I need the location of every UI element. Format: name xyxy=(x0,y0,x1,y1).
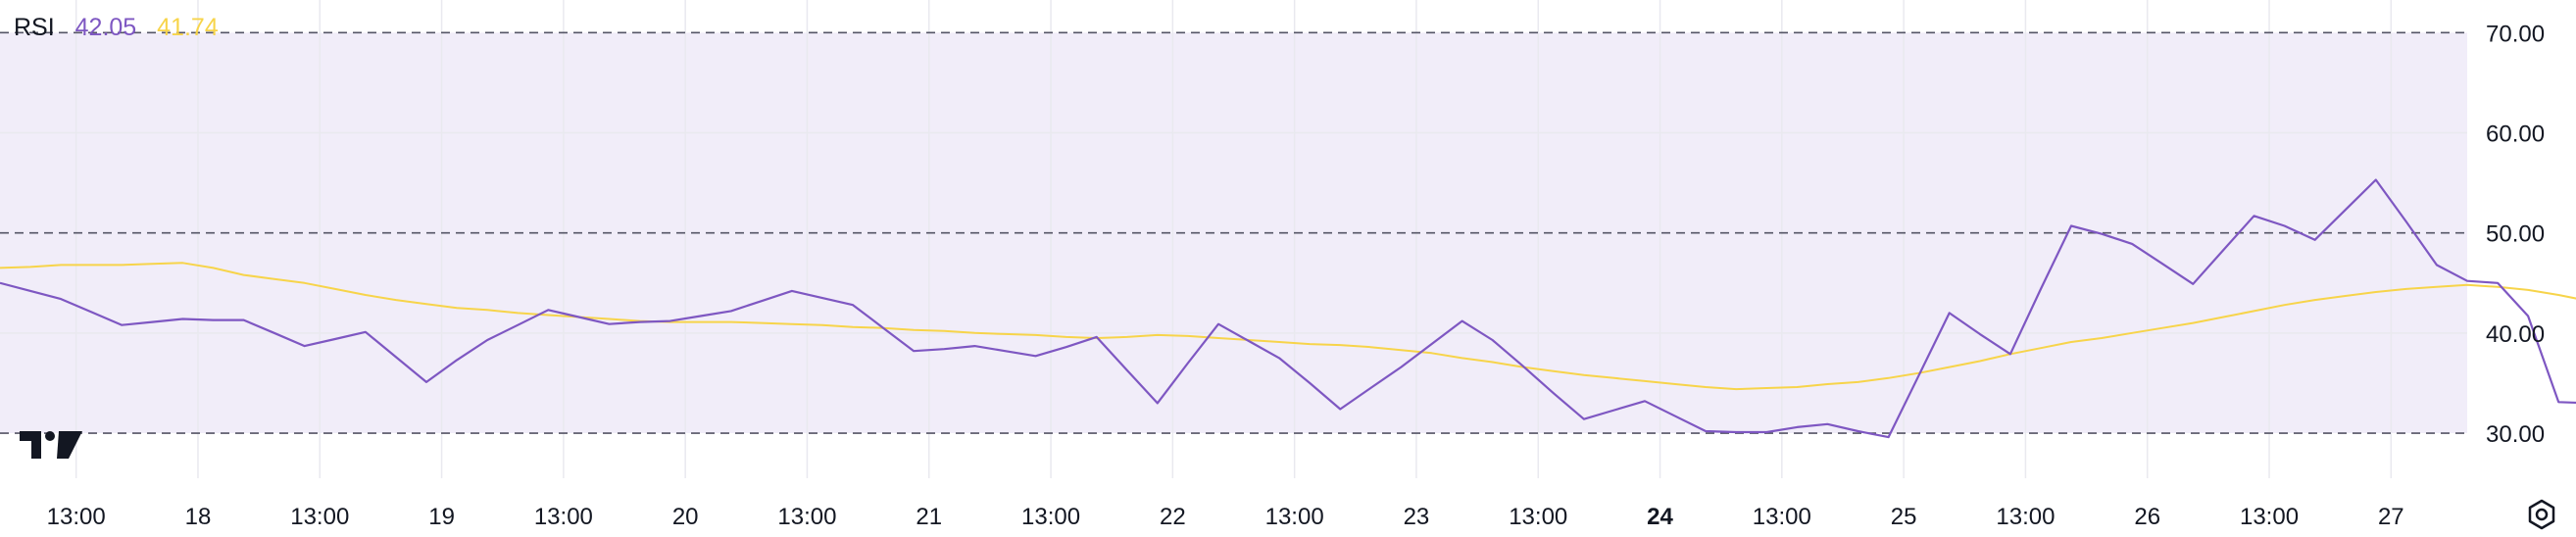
y-tick-label: 40.00 xyxy=(2486,321,2545,348)
y-tick-label: 60.00 xyxy=(2486,122,2545,148)
x-tick-label: 13:00 xyxy=(1021,504,1080,530)
x-tick-label: 13:00 xyxy=(1509,504,1567,530)
y-tick-label: 50.00 xyxy=(2486,221,2545,248)
rsi-series-line[interactable] xyxy=(0,178,2576,439)
rsi-value: 42.05 xyxy=(74,14,137,41)
x-tick-label: 13:00 xyxy=(1753,504,1811,530)
x-tick-label: 23 xyxy=(1404,504,1430,530)
x-tick-label: 13:00 xyxy=(290,504,349,530)
x-tick-label: 21 xyxy=(916,504,942,530)
x-tick-label: 24 xyxy=(1647,504,1673,530)
series-layer xyxy=(0,178,2576,439)
y-tick-label: 30.00 xyxy=(2486,421,2545,448)
x-tick-label: 25 xyxy=(1891,504,1917,530)
x-tick-label: 22 xyxy=(1160,504,1186,530)
x-tick-label: 13:00 xyxy=(1265,504,1324,530)
x-tick-label: 13:00 xyxy=(1996,504,2055,530)
y-axis[interactable]: 70.00 60.00 50.00 40.00 30.00 xyxy=(2486,21,2545,448)
x-axis[interactable]: 13:00 18 13:00 19 13:00 20 13:00 21 13:00 22 13:00… xyxy=(47,504,2404,530)
x-tick-label: 18 xyxy=(185,504,212,530)
x-tick-label: 20 xyxy=(672,504,699,530)
rsi-band-fill xyxy=(0,32,2467,434)
x-tick-label: 13:00 xyxy=(47,504,106,530)
ma-series-line[interactable] xyxy=(0,262,2576,391)
x-tick-label: 13:00 xyxy=(534,504,593,530)
x-tick-label: 13:00 xyxy=(2240,504,2299,530)
x-tick-label: 19 xyxy=(428,504,455,530)
tradingview-logo[interactable] xyxy=(20,427,82,463)
x-tick-label: 13:00 xyxy=(777,504,836,530)
y-tick-label: 70.00 xyxy=(2486,21,2545,47)
legend[interactable]: RSI 42.05 41.74 xyxy=(14,14,232,42)
x-tick-label: 26 xyxy=(2134,504,2160,530)
indicator-name: RSI xyxy=(14,14,55,41)
ma-value: 41.74 xyxy=(157,14,219,41)
plot-area[interactable] xyxy=(0,32,2467,434)
x-tick-label: 27 xyxy=(2378,504,2404,530)
settings-gear-icon[interactable] xyxy=(2525,498,2558,531)
